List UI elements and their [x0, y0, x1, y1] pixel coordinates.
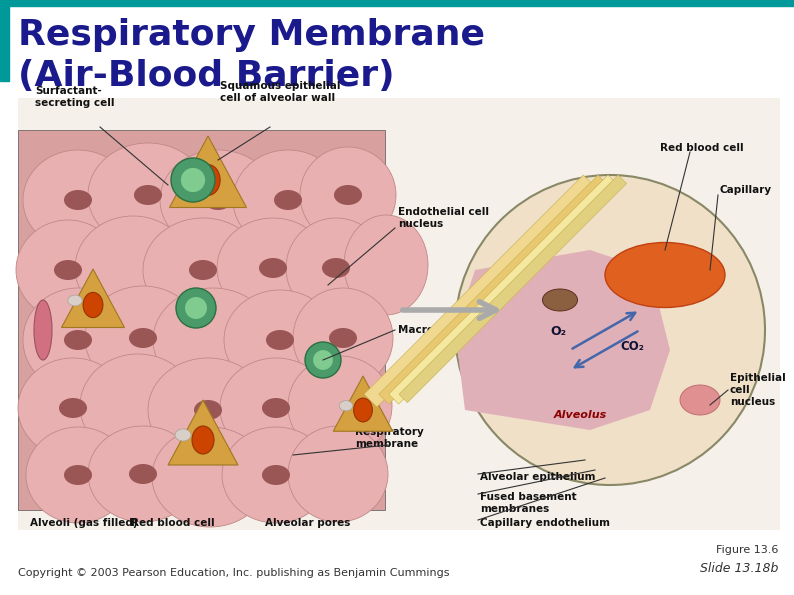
Text: Fused basement
membranes: Fused basement membranes: [480, 492, 576, 513]
Text: Slide 13.18b: Slide 13.18b: [700, 562, 778, 575]
Ellipse shape: [262, 465, 290, 485]
Text: Respiratory
membrane: Respiratory membrane: [355, 427, 424, 449]
Ellipse shape: [177, 168, 195, 181]
Ellipse shape: [18, 358, 128, 458]
Ellipse shape: [152, 427, 268, 527]
Ellipse shape: [64, 190, 92, 210]
Text: Alveolar epithelium: Alveolar epithelium: [480, 472, 596, 482]
Bar: [0, 0, 794, 6]
Ellipse shape: [288, 426, 388, 522]
Text: Surfactant-
secreting cell: Surfactant- secreting cell: [35, 86, 114, 108]
Bar: [0, 6, 9, 81]
Ellipse shape: [64, 330, 92, 350]
Ellipse shape: [274, 190, 302, 210]
Text: CO₂: CO₂: [620, 340, 644, 353]
Ellipse shape: [300, 147, 396, 243]
Ellipse shape: [262, 398, 290, 418]
Text: Endothelial cell
nucleus: Endothelial cell nucleus: [398, 207, 489, 229]
Ellipse shape: [153, 288, 273, 392]
Text: Red blood cell: Red blood cell: [131, 518, 215, 528]
Bar: [379, 175, 608, 404]
Ellipse shape: [148, 358, 268, 462]
Bar: [399, 175, 626, 403]
Ellipse shape: [134, 185, 162, 205]
Ellipse shape: [680, 385, 720, 415]
Ellipse shape: [224, 290, 336, 390]
Ellipse shape: [322, 258, 350, 278]
Ellipse shape: [266, 330, 294, 350]
Text: Capillary: Capillary: [720, 185, 772, 195]
Text: Alveolus: Alveolus: [553, 410, 607, 420]
Ellipse shape: [129, 328, 157, 348]
Ellipse shape: [34, 300, 52, 360]
Ellipse shape: [339, 400, 353, 411]
Text: Respiratory Membrane
(Air-Blood Barrier): Respiratory Membrane (Air-Blood Barrier): [18, 18, 485, 93]
Ellipse shape: [88, 143, 208, 247]
Ellipse shape: [196, 165, 220, 195]
Ellipse shape: [143, 218, 263, 322]
Text: O₂: O₂: [550, 325, 566, 338]
Ellipse shape: [293, 288, 393, 388]
Ellipse shape: [353, 398, 372, 422]
Circle shape: [455, 175, 765, 485]
Text: Red blood cell: Red blood cell: [660, 143, 744, 153]
Text: Figure 13.6: Figure 13.6: [715, 545, 778, 555]
Ellipse shape: [88, 426, 198, 522]
Ellipse shape: [67, 295, 83, 306]
Circle shape: [305, 342, 341, 378]
Ellipse shape: [542, 289, 577, 311]
Ellipse shape: [288, 356, 392, 456]
Ellipse shape: [83, 292, 103, 318]
Polygon shape: [61, 269, 125, 327]
Bar: [364, 175, 596, 407]
Ellipse shape: [217, 218, 329, 318]
Ellipse shape: [605, 243, 725, 308]
Polygon shape: [455, 250, 670, 430]
Text: Epithelial
cell
nucleus: Epithelial cell nucleus: [730, 374, 786, 406]
Ellipse shape: [75, 216, 191, 320]
Ellipse shape: [329, 328, 357, 348]
Ellipse shape: [64, 465, 92, 485]
Ellipse shape: [286, 218, 386, 318]
Ellipse shape: [220, 358, 332, 458]
Ellipse shape: [344, 215, 428, 315]
Bar: [18, 130, 385, 510]
Ellipse shape: [23, 150, 133, 250]
Ellipse shape: [26, 427, 130, 523]
Text: Macrophage: Macrophage: [398, 325, 471, 335]
Ellipse shape: [16, 220, 120, 320]
Ellipse shape: [204, 190, 232, 210]
Ellipse shape: [259, 258, 287, 278]
Ellipse shape: [189, 260, 217, 280]
Ellipse shape: [80, 354, 196, 458]
Circle shape: [185, 297, 207, 319]
Text: Alveolar pores: Alveolar pores: [265, 518, 351, 528]
Ellipse shape: [54, 260, 82, 280]
Ellipse shape: [222, 427, 330, 523]
Circle shape: [171, 158, 215, 202]
Circle shape: [176, 288, 216, 328]
Ellipse shape: [192, 426, 214, 454]
Ellipse shape: [23, 288, 133, 392]
Ellipse shape: [129, 464, 157, 484]
Ellipse shape: [194, 400, 222, 420]
Ellipse shape: [59, 398, 87, 418]
Ellipse shape: [233, 150, 343, 250]
Circle shape: [313, 350, 333, 370]
Text: Copyright © 2003 Pearson Education, Inc. publishing as Benjamin Cummings: Copyright © 2003 Pearson Education, Inc.…: [18, 568, 449, 578]
Ellipse shape: [160, 150, 276, 250]
Ellipse shape: [175, 429, 191, 441]
Text: Squamous epithelial
cell of alveolar wall: Squamous epithelial cell of alveolar wal…: [220, 82, 341, 103]
Bar: [18, 98, 780, 530]
Polygon shape: [333, 376, 393, 431]
Bar: [389, 175, 618, 404]
Polygon shape: [169, 136, 246, 208]
Polygon shape: [168, 400, 238, 465]
Ellipse shape: [334, 185, 362, 205]
Text: Alveoli (gas filled): Alveoli (gas filled): [30, 518, 137, 528]
Circle shape: [181, 168, 205, 192]
Text: Capillary endothelium: Capillary endothelium: [480, 518, 610, 528]
Ellipse shape: [85, 286, 201, 390]
